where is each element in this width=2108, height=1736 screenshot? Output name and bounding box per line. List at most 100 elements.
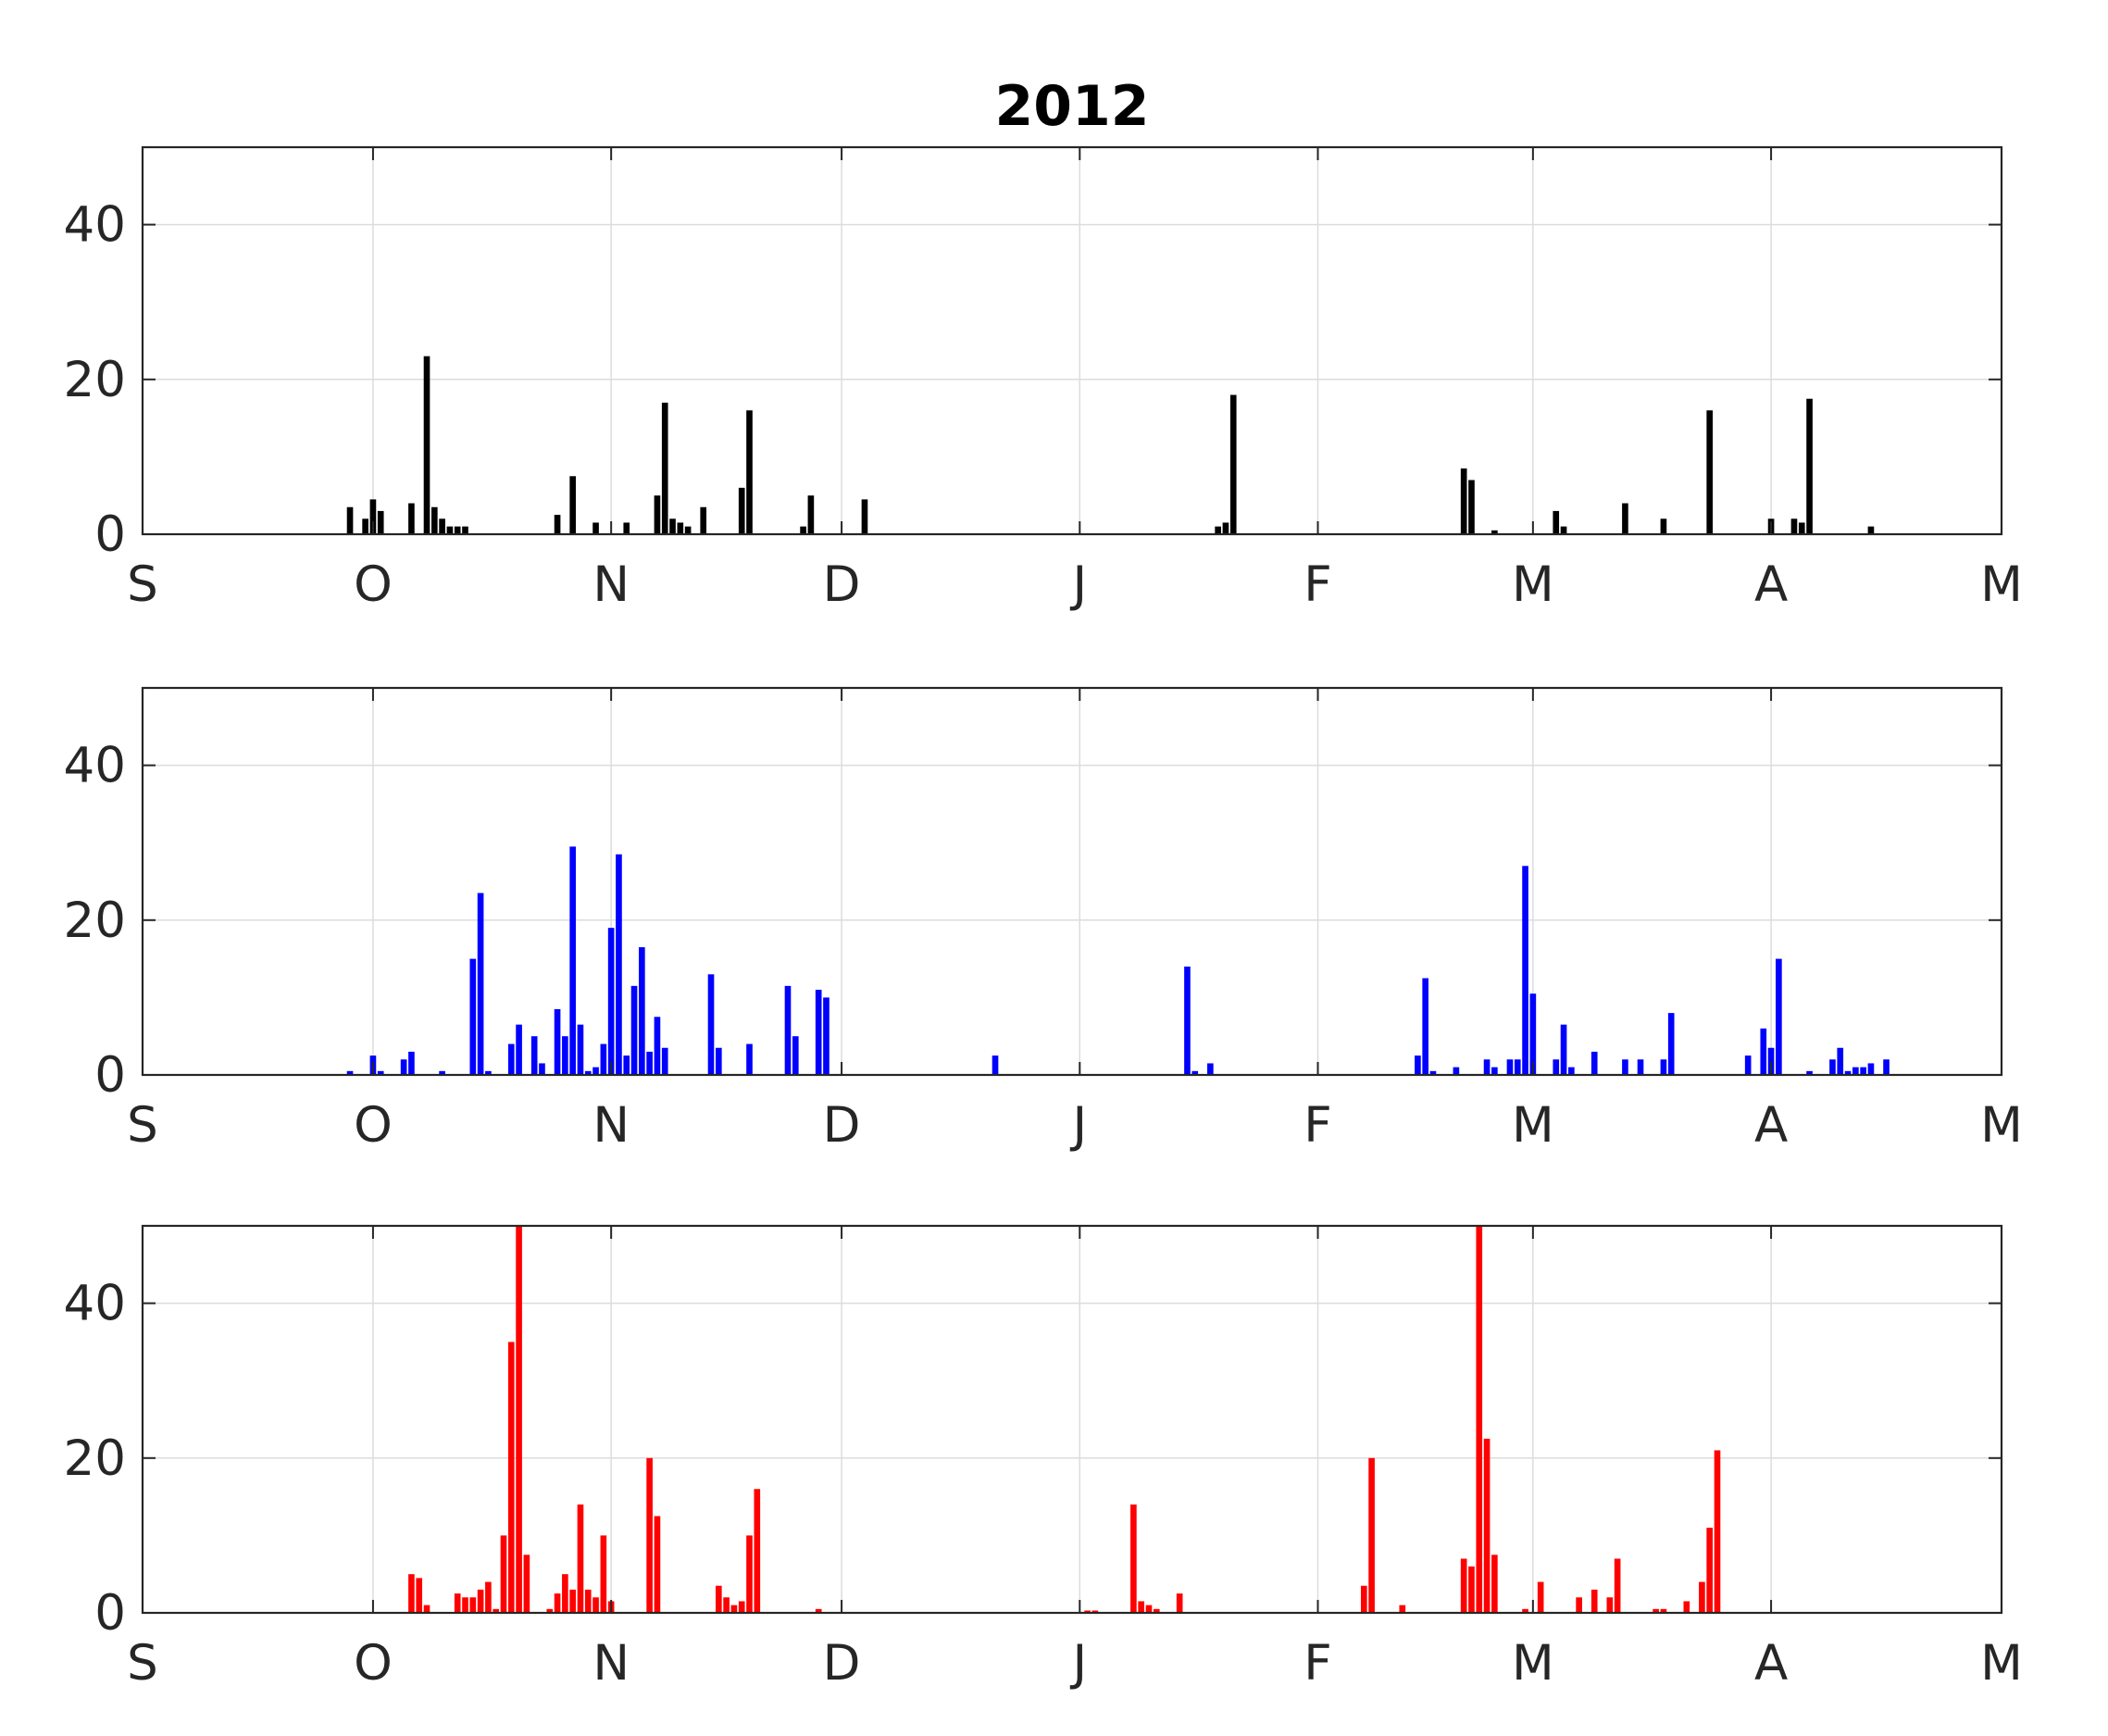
x-tick-label: M [1512,1097,1554,1154]
bar [715,1585,722,1613]
bar [577,1024,584,1075]
axes-box [141,686,2003,1077]
bar [1806,398,1813,534]
bar [1637,1059,1644,1075]
bar [454,1593,461,1613]
bar [754,1489,761,1613]
bar [592,522,599,534]
x-tick-label: M [1512,556,1554,613]
bar [1537,1581,1544,1613]
bar [1514,1059,1521,1075]
bar [1145,1605,1153,1613]
bar [469,1597,477,1613]
bar [569,476,576,534]
bar [400,1059,407,1075]
bar [346,506,354,534]
bar [1222,522,1229,534]
bar [1867,1063,1875,1075]
x-tick-label: D [823,556,861,613]
bar [539,1063,545,1075]
bar [1191,1070,1199,1075]
bar [1699,1581,1705,1613]
y-tick-label: 20 [64,893,126,949]
y-tick-label: 40 [64,738,126,794]
bar [423,356,430,534]
x-tick-label: S [127,1097,158,1154]
bar [1852,1067,1859,1075]
bar [1091,1610,1099,1613]
x-tick-label: O [354,1635,393,1692]
bar [423,1605,430,1613]
bar [654,1017,661,1075]
y-tick-label: 0 [94,506,126,563]
bar [462,526,468,534]
bar [1790,518,1798,534]
bar [1553,1059,1560,1075]
bar [1590,1589,1598,1613]
bar [584,1589,592,1613]
x-tick-label: O [354,1097,393,1154]
bar [1660,1608,1667,1613]
bar [569,846,576,1075]
bar [1653,1608,1659,1613]
bar [1844,1070,1852,1075]
bar [477,893,484,1075]
axes-box [141,1224,2003,1615]
bar [530,1036,538,1075]
bar [707,974,715,1075]
bar [1590,1051,1598,1075]
bar [1883,1059,1890,1075]
bar [1360,1585,1367,1613]
bar [1176,1593,1183,1613]
x-tick-label: M [1980,1635,2023,1692]
bar [616,854,622,1075]
bar [1491,1555,1498,1613]
y-tick-label: 0 [94,1047,126,1104]
bar [377,510,384,534]
x-tick-label: N [592,1097,630,1154]
bar [1706,1528,1714,1613]
bar [562,1574,568,1613]
bar [715,1047,722,1075]
bar [485,1581,492,1613]
bar [1483,1059,1491,1075]
bar [346,1070,354,1075]
bar [1560,526,1567,534]
x-tick-label: J [1069,1097,1087,1154]
bar [623,1055,630,1075]
x-tick-label: A [1754,1097,1788,1154]
x-tick-label: J [1069,556,1087,613]
bar [362,518,368,534]
bar [1415,1055,1421,1075]
bar [815,1608,822,1613]
chart-title: 2012 [995,74,1150,139]
x-tick-label: F [1303,1635,1332,1692]
bar [1767,1047,1775,1075]
x-tick-label: A [1754,556,1788,613]
bar [1576,1597,1582,1613]
bar [1683,1601,1690,1613]
bar [462,1597,468,1613]
bar [1153,1608,1160,1613]
bar [654,1516,661,1613]
bar [554,1008,561,1075]
bar [607,928,615,1075]
bar [784,985,792,1075]
x-tick-label: J [1069,1635,1087,1692]
bar [746,1535,753,1613]
bar [454,526,461,534]
bar [377,1070,384,1075]
bar [1806,1070,1813,1075]
bar [1491,1067,1498,1075]
bar [639,947,645,1075]
bar [815,990,822,1075]
bar [554,1593,561,1613]
bar [1798,522,1805,534]
bar [408,503,415,534]
bar [562,1036,568,1075]
bar [369,499,377,534]
bar [1606,1597,1614,1613]
bar [1422,978,1429,1075]
bar [1460,1558,1467,1613]
